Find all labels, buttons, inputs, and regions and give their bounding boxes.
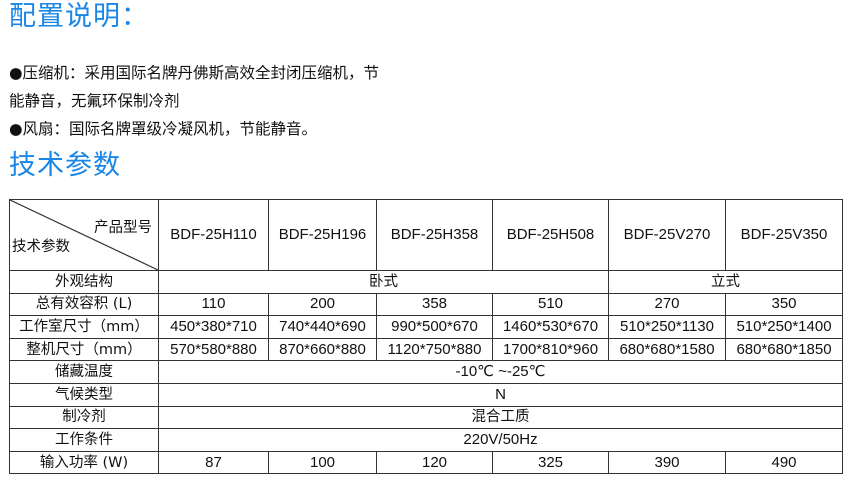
table-cell: 990*500*670 [376,315,493,339]
table-cell: 87 [158,450,269,475]
row-label: 总有效容积 (L) [9,292,159,317]
model-header: BDF-25H196 [268,199,377,271]
table-cell: 870*660*880 [268,337,377,362]
table-row: 总有效容积 (L) 110 200 358 510 270 350 [9,292,843,317]
config-line-fan: ●风扇：国际名牌罩级冷凝风机，节能静音。 [9,120,318,138]
table-cell: 立式 [608,270,843,294]
table-cell: 1460*530*670 [492,315,609,339]
row-label: 输入功率 (W) [9,450,159,475]
table-row: 工作条件 220V/50Hz [9,428,843,452]
table-row: 气候类型 N [9,382,843,407]
table-row: 输入功率 (W) 87 100 120 325 390 490 [9,450,843,475]
corner-bottom-label: 技术参数 [12,239,70,255]
model-header: BDF-25H358 [376,199,493,271]
table-cell: N [158,382,843,407]
header-row: 产品型号 技术参数 BDF-25H110 BDF-25H196 BDF-25H358… [9,199,843,271]
table-cell: 混合工质 [158,405,843,430]
table-cell: 270 [608,292,726,317]
row-label: 储藏温度 [9,360,159,384]
table-cell: 110 [158,292,269,317]
table-cell: 510 [492,292,609,317]
model-header: BDF-25H508 [492,199,609,271]
model-header: BDF-25V270 [608,199,726,271]
table-cell: 220V/50Hz [158,428,843,452]
table-cell: 740*440*690 [268,315,377,339]
table-cell: 680*680*1850 [725,337,843,362]
table-cell: 570*580*880 [158,337,269,362]
row-label: 工作条件 [9,428,159,452]
corner-top-label: 产品型号 [94,220,152,236]
table-cell: 450*380*710 [158,315,269,339]
row-label: 制冷剂 [9,405,159,430]
config-title: 配置说明： [9,1,149,32]
row-label: 外观结构 [9,270,159,294]
table-row: 储藏温度 -10℃ ~-25℃ [9,360,843,384]
table-cell: 卧式 [158,270,609,294]
table-row: 整机尺寸（mm） 570*580*880 870*660*880 1120*750*8… [9,337,843,362]
row-label: 整机尺寸（mm） [9,337,159,362]
specs-table: 产品型号 技术参数 BDF-25H110 BDF-25H196 BDF-25H358… [9,199,843,475]
table-cell: 350 [725,292,843,317]
model-header: BDF-25V350 [725,199,843,271]
table-cell: 200 [268,292,377,317]
diagonal-line [10,200,158,270]
table-cell: 358 [376,292,493,317]
config-line-compressor: ●压缩机：采用国际名牌丹佛斯高效全封闭压缩机，节 [9,64,380,82]
table-cell: 510*250*1400 [725,315,843,339]
table-row: 制冷剂 混合工质 [9,405,843,430]
table-row: 外观结构 卧式 立式 [9,270,843,294]
row-label: 气候类型 [9,382,159,407]
specs-title: 技术参数 [9,150,121,181]
table-row: 工作室尺寸（mm） 450*380*710 740*440*690 990*500*6… [9,315,843,339]
table-cell: 390 [608,450,726,475]
table-cell: 1120*750*880 [376,337,493,362]
table-cell: 1700*810*960 [492,337,609,362]
table-cell: 490 [725,450,843,475]
table-cell: 510*250*1130 [608,315,726,339]
table-cell: 325 [492,450,609,475]
table-cell: 120 [376,450,493,475]
corner-cell: 产品型号 技术参数 [9,199,159,271]
config-line-compressor-cont: 能静音，无氟环保制冷剂 [9,92,180,110]
table-cell: 680*680*1580 [608,337,726,362]
row-label: 工作室尺寸（mm） [9,315,159,339]
table-cell: 100 [268,450,377,475]
table-cell: -10℃ ~-25℃ [158,360,843,384]
model-header: BDF-25H110 [158,199,269,271]
